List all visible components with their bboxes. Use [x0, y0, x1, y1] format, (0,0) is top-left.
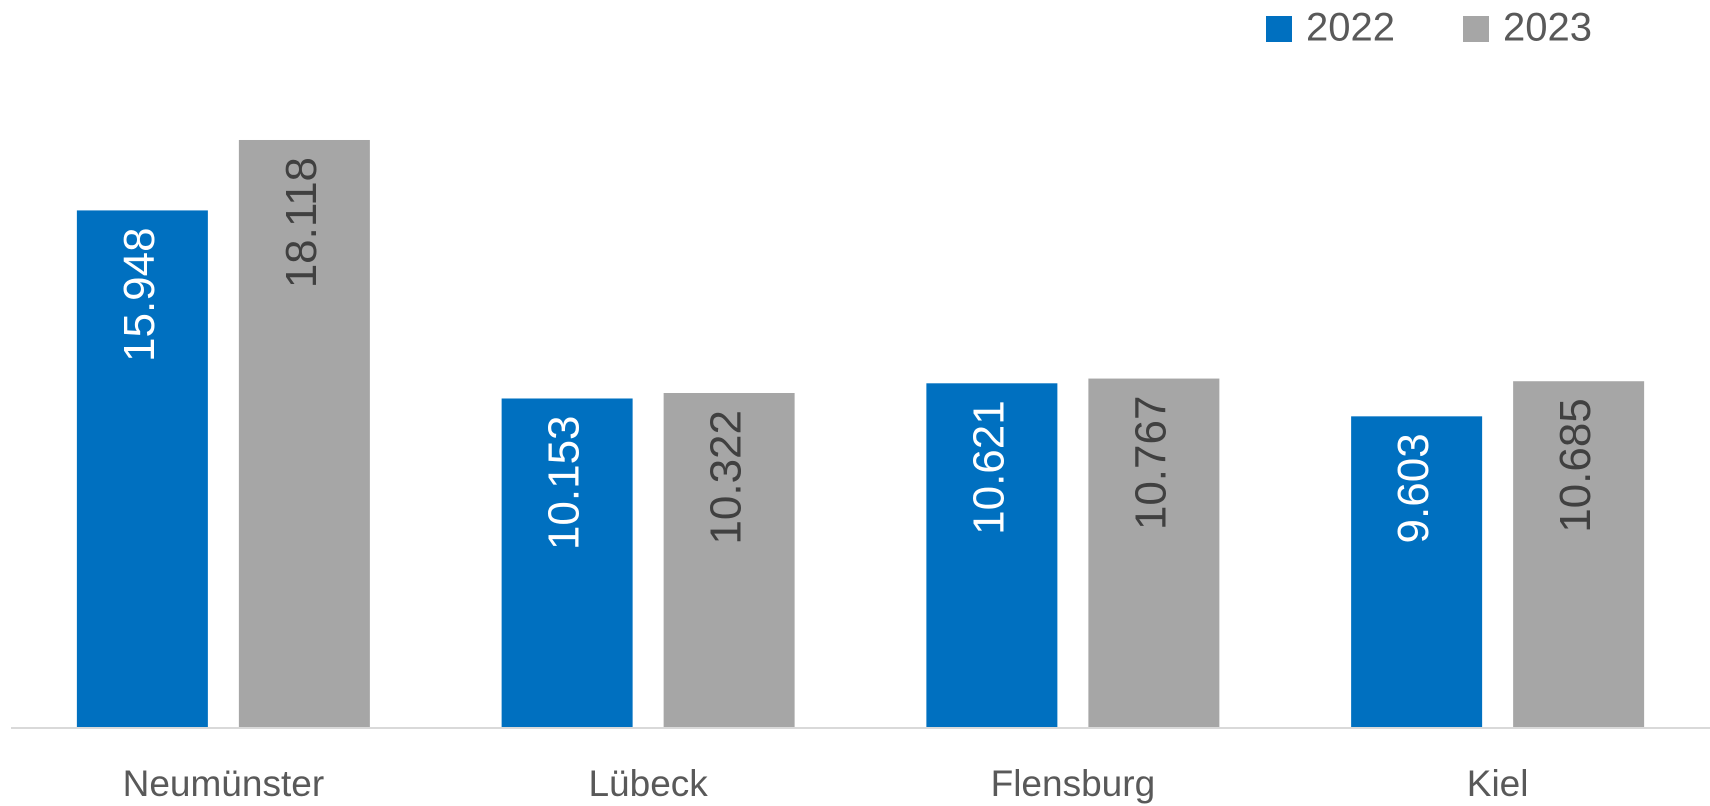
data-label: 18.118: [277, 157, 326, 288]
bar: [1513, 381, 1645, 728]
bar: [926, 383, 1058, 728]
bar: [1351, 416, 1483, 728]
data-label: 9.603: [1389, 433, 1438, 543]
data-label: 10.685: [1551, 398, 1600, 533]
data-label: 10.322: [702, 410, 751, 545]
legend-label: 2022: [1306, 6, 1395, 50]
bar: [1088, 378, 1220, 728]
legend-swatch: [1463, 16, 1489, 42]
bar: [238, 139, 370, 729]
x-tick-label: Neumünster: [123, 763, 325, 804]
legend-swatch: [1266, 16, 1292, 42]
x-tick-label: Lübeck: [588, 763, 708, 804]
bar: [663, 393, 795, 728]
x-tick-label: Kiel: [1467, 763, 1529, 804]
legend-label: 2023: [1503, 6, 1592, 50]
bar: [76, 210, 208, 728]
x-tick-label: Flensburg: [991, 763, 1156, 804]
bar: [501, 398, 633, 728]
data-label: 10.153: [540, 415, 589, 550]
data-label: 10.621: [965, 400, 1014, 535]
data-label: 15.948: [115, 227, 164, 362]
data-label: 10.767: [1127, 396, 1176, 531]
